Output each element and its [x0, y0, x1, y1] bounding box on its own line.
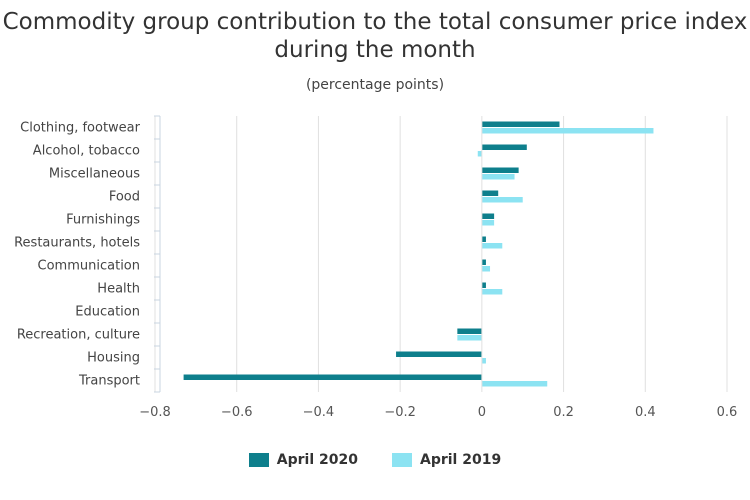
bar-april-2019	[481, 381, 548, 387]
category-label: Health	[97, 282, 140, 297]
category-label: Housing	[87, 351, 140, 366]
category-label: Furnishings	[66, 213, 140, 228]
x-tick-label: 0	[478, 405, 486, 420]
bar-april-2020	[481, 167, 519, 173]
legend-swatch	[248, 453, 269, 467]
bar-april-2020	[481, 213, 495, 219]
x-tick-label: −0.2	[384, 405, 416, 420]
bar-april-2020	[481, 259, 486, 265]
bar-april-2019	[477, 151, 482, 157]
bar-april-2020	[457, 328, 482, 334]
chart-title: Commodity group contribution to the tota…	[2, 9, 748, 63]
x-tick-label: −0.6	[221, 405, 253, 420]
category-label: Miscellaneous	[49, 167, 140, 182]
bar-april-2020	[481, 236, 486, 242]
x-tick-label: 0.4	[635, 405, 656, 420]
bar-april-2020	[183, 374, 482, 380]
bar-april-2020	[481, 144, 527, 150]
legend-swatch	[392, 453, 412, 467]
legend-label: April 2019	[420, 452, 502, 468]
x-tick-label: 0.6	[717, 405, 738, 420]
bar-april-2019	[481, 289, 503, 295]
bar-april-2019	[481, 197, 523, 203]
bar-april-2019	[457, 335, 482, 341]
bar-april-2019	[481, 174, 515, 180]
bar-april-2019	[481, 243, 503, 249]
bar-april-2020	[481, 121, 560, 127]
bar-april-2019	[481, 128, 654, 134]
legend-label: April 2020	[276, 452, 358, 468]
bar-april-2019	[481, 266, 491, 272]
bar-april-2020	[481, 282, 486, 288]
x-tick-label: 0.2	[553, 405, 574, 420]
category-label: Restaurants, hotels	[14, 236, 140, 251]
category-label: Transport	[78, 374, 140, 389]
bar-april-2020	[481, 190, 499, 196]
bar-april-2019	[481, 220, 495, 226]
legend-item-series-0[interactable]: April 2020	[248, 452, 358, 468]
category-label: Recreation, culture	[17, 328, 140, 343]
x-tick-label: −0.4	[303, 405, 335, 420]
x-tick-label: −0.8	[139, 405, 171, 420]
category-label: Clothing, footwear	[20, 121, 141, 136]
category-label: Food	[109, 190, 140, 205]
legend: April 2020 April 2019	[0, 452, 750, 468]
category-label: Education	[75, 305, 140, 320]
bar-april-2020	[396, 351, 482, 357]
legend-item-series-1[interactable]: April 2019	[392, 452, 501, 468]
bar-april-2019	[481, 358, 486, 364]
category-label: Alcohol, tobacco	[33, 144, 140, 159]
category-label: Communication	[38, 259, 140, 274]
chart-subtitle: (percentage points)	[305, 77, 445, 93]
